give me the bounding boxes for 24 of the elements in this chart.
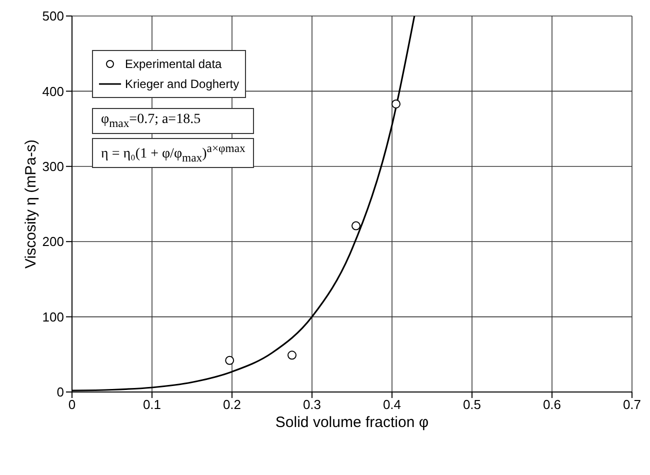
x-tick-label: 0.6 [542, 397, 562, 412]
y-tick-label: 200 [42, 234, 64, 250]
legend-label: Krieger and Dogherty [125, 77, 240, 91]
y-tick-label: 500 [42, 8, 64, 24]
x-tick-label: 0.7 [622, 397, 642, 412]
x-tick-label: 0.5 [462, 397, 482, 412]
point [225, 356, 234, 365]
y-tick-label: 300 [42, 159, 64, 174]
note-box: φ$_{max}$=0.7; a=18.5 [92, 108, 254, 134]
y-tick-label: 400 [42, 84, 64, 99]
point [392, 99, 400, 108]
legend-label: Experimental data [125, 57, 222, 71]
y-axis-title: Viscosity η (mPa-s) [22, 140, 40, 268]
y-tick-label: 0 [56, 384, 64, 400]
x-tick-label: 0.3 [302, 397, 322, 412]
x-tick-label: 0.2 [222, 397, 242, 412]
x-axis-title: Solid volume fraction φ [275, 414, 429, 431]
point [288, 350, 296, 360]
note-box: η = η₀(1 + φ/φ$_{max}$)$^{a×φmax}$ [92, 138, 254, 168]
y-tick-label: 100 [42, 309, 64, 324]
x-tick-label: 0 [68, 397, 76, 412]
x-tick-label: 0.1 [142, 397, 162, 412]
x-tick-label: 0.4 [382, 397, 402, 412]
point [352, 221, 360, 230]
